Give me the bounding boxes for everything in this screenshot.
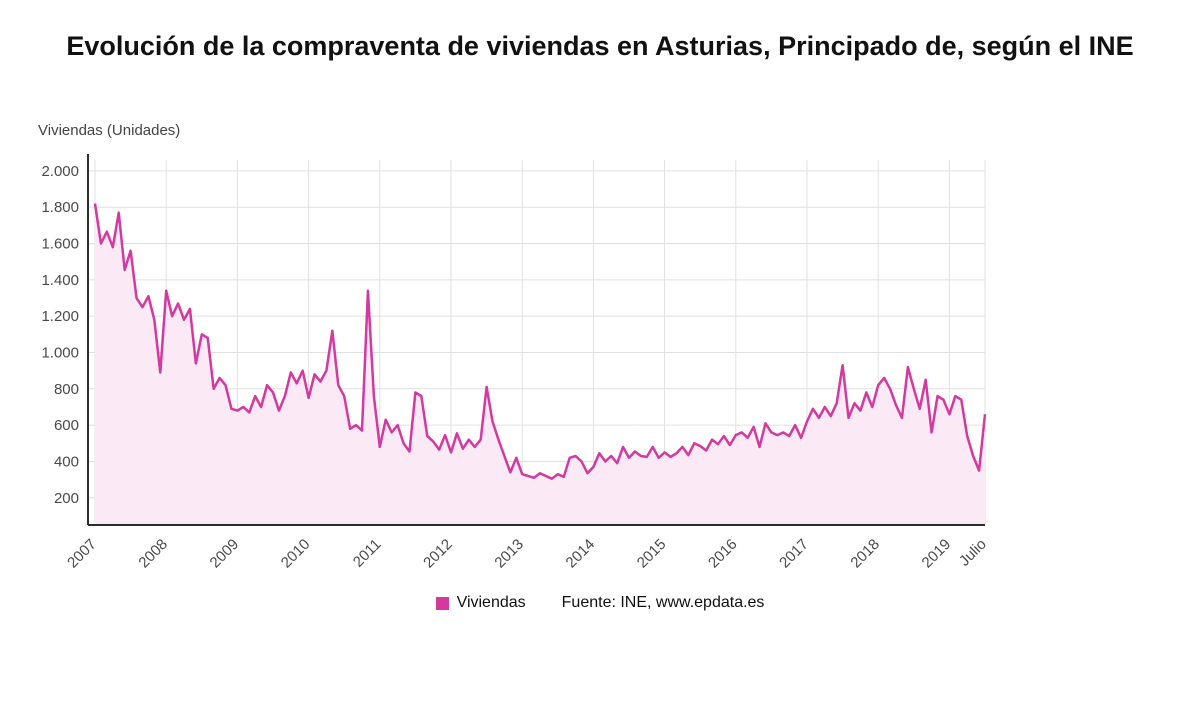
y-tick-label: 800: [54, 381, 79, 398]
chart-footer: Viviendas Fuente: INE, www.epdata.es: [0, 594, 1200, 612]
line-chart-area: 200 400 600 800 1.000 1.200 1.400 1.600 1.800 2.0…: [0, 145, 1200, 605]
series-line-viviendas: [93, 203, 987, 480]
y-tick-label: 1.600: [41, 236, 79, 253]
y-tick-label: 1.000: [41, 344, 79, 361]
y-tick-label: 200: [54, 490, 79, 507]
y-tick-label: 2.000: [41, 163, 79, 180]
x-tick-label: 2014: [563, 536, 599, 572]
y-tick-label: 400: [54, 453, 79, 470]
x-tick-label: 2019: [919, 536, 955, 572]
x-tick-label: 2017: [776, 536, 812, 572]
x-tick-label: 2012: [420, 536, 456, 572]
chart-title: Evolución de la compraventa de viviendas…: [66, 31, 1134, 61]
x-tick-label: Julio: [956, 536, 990, 570]
x-tick-label: 2007: [64, 536, 100, 572]
y-tick-label: 1.800: [41, 199, 79, 216]
y-tick-label: 600: [54, 417, 79, 434]
x-tick-label: 2011: [350, 536, 385, 571]
x-tick-label: 2018: [847, 536, 883, 572]
x-tick-label: 2008: [135, 536, 171, 572]
x-tick-label: 2010: [278, 536, 314, 572]
x-tick-label: 2009: [207, 536, 243, 572]
x-tick-label: 2016: [705, 536, 741, 572]
x-tick-label: 2013: [491, 536, 527, 572]
viviendas-line-chart: 200 400 600 800 1.000 1.200 1.400 1.600 1.800 2.0…: [41, 154, 990, 572]
legend-item-viviendas: Viviendas: [435, 594, 526, 612]
y-axis-label: Viviendas (Unidades): [38, 122, 181, 139]
series-area-fill: [95, 203, 985, 525]
y-tick-label: 1.200: [41, 308, 79, 325]
source-text: Fuente: INE, www.epdata.es: [561, 594, 765, 611]
viviendas-legend-swatch-icon: [435, 596, 449, 610]
legend-label: Viviendas: [456, 594, 526, 611]
x-tick-label: 2015: [634, 536, 670, 572]
y-tick-label: 1.400: [41, 272, 79, 289]
